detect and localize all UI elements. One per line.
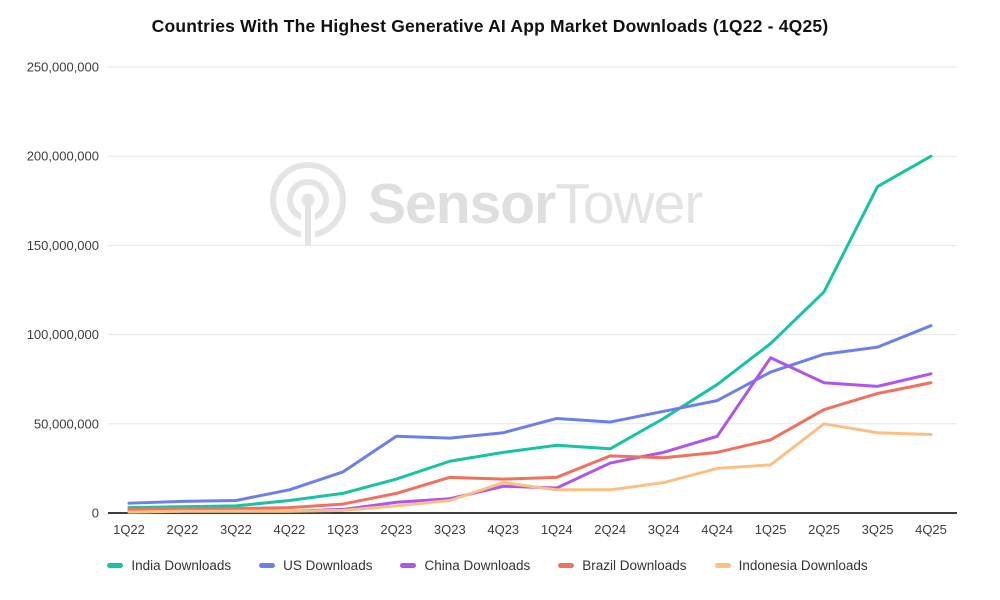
- x-axis-tick-label: 2Q25: [808, 522, 840, 537]
- y-axis-tick-label: 150,000,000: [27, 238, 99, 253]
- legend-item-indonesia-downloads[interactable]: Indonesia Downloads: [714, 558, 868, 573]
- legend-item-china-downloads[interactable]: China Downloads: [400, 558, 530, 573]
- chart-legend: India Downloads US Downloads China Downloa…: [0, 558, 975, 573]
- legend-marker-icon: [259, 563, 276, 568]
- x-axis-tick-label: 2Q22: [167, 522, 199, 537]
- legend-item-india-downloads[interactable]: India Downloads: [107, 558, 231, 573]
- series-line-us-downloads[interactable]: [127, 324, 933, 505]
- series-line-brazil-downloads[interactable]: [127, 381, 933, 511]
- x-axis-tick-label: 4Q22: [273, 522, 305, 537]
- y-axis-tick-label: 0: [92, 506, 99, 521]
- legend-item-us-downloads[interactable]: US Downloads: [259, 558, 372, 573]
- x-axis-tick-label: 4Q25: [915, 522, 947, 537]
- series-line-india-downloads[interactable]: [127, 154, 933, 510]
- y-axis-tick-label: 250,000,000: [27, 60, 99, 75]
- x-axis-tick-label: 1Q23: [327, 522, 359, 537]
- legend-marker-icon: [558, 563, 575, 568]
- x-axis-tick-label: 4Q23: [487, 522, 519, 537]
- legend-label: Indonesia Downloads: [738, 558, 868, 573]
- x-axis-tick-label: 4Q24: [701, 522, 733, 537]
- legend-label: China Downloads: [424, 558, 531, 573]
- chart-title: Countries With The Highest Generative AI…: [151, 16, 829, 36]
- y-axis-tick-label: 100,000,000: [27, 327, 99, 342]
- legend-label: India Downloads: [131, 558, 232, 573]
- x-axis-tick-label: 1Q24: [541, 522, 573, 537]
- x-axis-tick-label: 2Q24: [594, 522, 626, 537]
- x-axis-tick-label: 1Q25: [755, 522, 787, 537]
- x-axis-tick-label: 2Q23: [380, 522, 412, 537]
- y-axis-tick-label: 50,000,000: [34, 416, 99, 431]
- x-axis-tick-label: 1Q22: [113, 522, 145, 537]
- line-chart: 0 50,000,000 100,000,000 150,000,000 200,000…: [27, 60, 957, 537]
- legend-marker-icon: [107, 563, 124, 568]
- x-axis-tick-label: 3Q22: [220, 522, 252, 537]
- x-axis-tick-label: 3Q23: [434, 522, 466, 537]
- y-axis-tick-label: 200,000,000: [27, 149, 99, 164]
- legend-label: Brazil Downloads: [582, 558, 687, 573]
- x-axis-tick-label: 3Q25: [862, 522, 894, 537]
- legend-marker-icon: [400, 563, 417, 568]
- x-axis-tick-label: 3Q24: [648, 522, 680, 537]
- legend-label: US Downloads: [283, 558, 373, 573]
- series-line-indonesia-downloads[interactable]: [127, 422, 933, 514]
- legend-marker-icon: [714, 563, 731, 568]
- legend-item-brazil-downloads[interactable]: Brazil Downloads: [558, 558, 687, 573]
